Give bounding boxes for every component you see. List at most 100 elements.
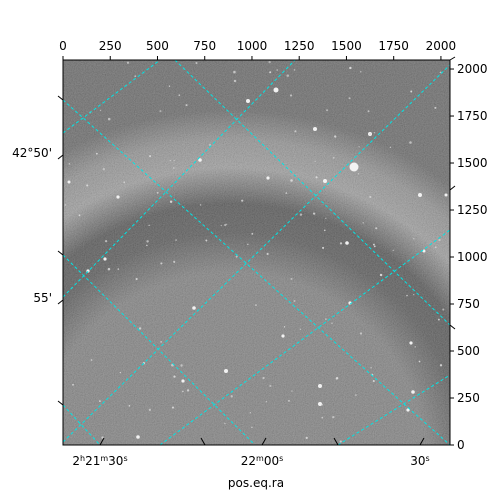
star: [198, 158, 202, 162]
star: [172, 167, 175, 169]
star: [95, 152, 98, 155]
star: [369, 195, 372, 199]
star: [339, 242, 343, 245]
grid-line: [63, 60, 296, 298]
star: [293, 300, 296, 302]
star: [126, 61, 130, 64]
star: [358, 146, 360, 148]
star: [325, 217, 327, 220]
star: [135, 277, 138, 281]
star: [321, 403, 323, 406]
star: [331, 322, 333, 324]
star: [104, 239, 108, 243]
star: [373, 245, 376, 248]
star: [173, 159, 175, 162]
star: [312, 212, 316, 215]
right-y-tick-label: 0: [457, 438, 465, 452]
star: [410, 90, 413, 93]
star: [182, 390, 184, 393]
top-x-tick-label: 1500: [331, 39, 362, 53]
star: [434, 246, 437, 249]
star: [313, 127, 317, 131]
star: [379, 273, 383, 277]
star: [323, 179, 327, 183]
star: [175, 239, 177, 241]
star: [146, 244, 148, 247]
top-x-tick-label: 250: [99, 39, 122, 53]
star: [185, 104, 188, 107]
star: [160, 341, 162, 343]
right-y-tick-label: 250: [457, 391, 480, 405]
star: [372, 379, 375, 383]
dec-tick-label: 42°50': [12, 146, 52, 160]
star: [173, 375, 176, 378]
star: [413, 238, 415, 240]
star: [269, 384, 272, 388]
star: [78, 214, 81, 217]
star: [101, 436, 104, 439]
pixel-ticks: 0 250 500 750 1000 1250 1500 1750 2000 0 250 500 750…: [59, 39, 487, 452]
star: [411, 390, 415, 394]
star: [439, 71, 442, 74]
top-x-tick-label: 1750: [378, 39, 409, 53]
star: [283, 326, 286, 328]
star: [99, 109, 102, 112]
star: [418, 193, 422, 197]
star: [233, 79, 237, 83]
dec-tick: [57, 154, 64, 160]
top-x-tick-label: 0: [59, 39, 67, 53]
star: [246, 99, 250, 103]
dec-tick: [57, 299, 64, 305]
star: [305, 436, 308, 440]
star: [107, 117, 111, 121]
star: [251, 232, 254, 235]
dec-tick: [57, 400, 64, 406]
star: [247, 243, 249, 245]
star: [289, 94, 293, 97]
star: [373, 132, 376, 134]
star: [181, 379, 185, 383]
coordinate-grid: [63, 60, 450, 445]
star: [299, 328, 301, 330]
star: [389, 146, 392, 149]
star: [160, 262, 163, 265]
ra-tick: [419, 437, 425, 446]
star: [291, 390, 293, 392]
star: [251, 426, 253, 429]
ra-tick: [99, 437, 105, 446]
star: [249, 412, 251, 414]
star: [262, 376, 265, 380]
star: [406, 408, 410, 412]
star: [438, 238, 441, 242]
star: [138, 327, 142, 330]
star: [315, 176, 318, 179]
star: [439, 364, 443, 367]
star: [266, 252, 269, 256]
star: [119, 371, 122, 374]
star: [345, 241, 349, 245]
star: [180, 364, 183, 367]
star: [235, 255, 238, 258]
star: [156, 191, 159, 194]
star: [148, 408, 152, 412]
star: [195, 62, 198, 65]
top-x-tick-label: 1000: [237, 39, 268, 53]
ra-tick-label: 22m00s: [241, 454, 284, 469]
star: [241, 199, 244, 202]
star: [375, 227, 378, 230]
star: [372, 243, 375, 246]
star: [64, 204, 67, 206]
star: [226, 223, 228, 226]
dec-tick: [449, 185, 456, 191]
star: [149, 155, 152, 158]
star: [230, 395, 233, 398]
star: [434, 106, 437, 109]
star: [128, 404, 131, 407]
star: [290, 277, 293, 280]
ra-tick: [261, 437, 267, 446]
grid-line: [337, 374, 450, 445]
right-y-tick-label: 1500: [457, 156, 488, 170]
star: [370, 367, 372, 369]
top-x-tick-label: 750: [193, 39, 216, 53]
star: [67, 180, 71, 184]
